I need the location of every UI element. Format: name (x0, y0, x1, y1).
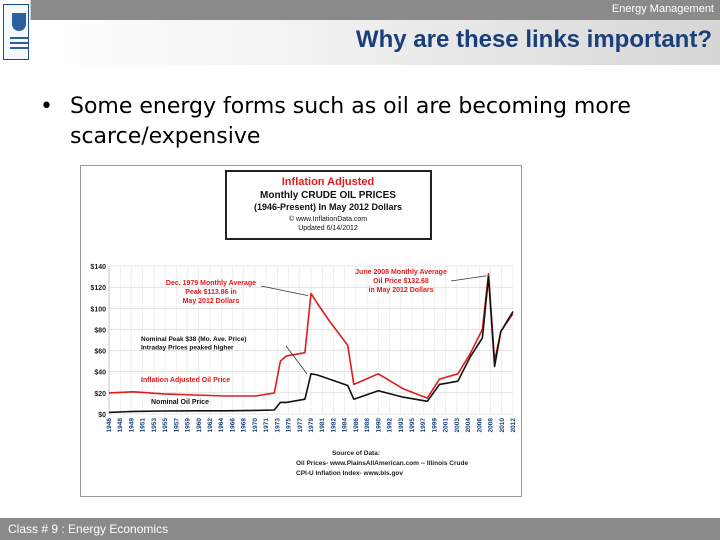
annotation-text: Peak $113.86 in (185, 289, 236, 296)
x-tick-label: 1959 (185, 418, 192, 433)
shield-icon (12, 13, 26, 31)
x-tick-label: 1977 (297, 418, 304, 433)
annotation-text: Nominal Oil Price (151, 399, 209, 406)
y-tick-label: $140 (90, 264, 106, 271)
x-tick-label: 1993 (398, 418, 405, 433)
footer-label: Class # 9 : Energy Economics (8, 522, 169, 536)
annotation-text: Dec. 1979 Monthly Average (166, 280, 256, 287)
y-axis-ticks: $0 $20 $40 $60 $80 $100 $120 $140 (90, 264, 106, 419)
y-tick-label: $120 (90, 285, 106, 292)
x-tick-label: 1966 (229, 418, 236, 433)
x-tick-label: 1951 (140, 418, 147, 433)
x-tick-label: 1982 (330, 418, 337, 433)
x-tick-label: 1960 (196, 418, 203, 433)
x-tick-label: 1946 (106, 418, 113, 433)
bullet-text: Some energy forms such as oil are becomi… (70, 94, 631, 149)
x-tick-label: 1964 (218, 418, 225, 433)
x-tick-label: 1999 (431, 418, 438, 433)
chart-title-line: (1946-Present) In May 2012 Dollars (254, 202, 402, 212)
chart-svg: Inflation Adjusted Monthly CRUDE OIL PRI… (90, 170, 517, 477)
logo-line (10, 42, 28, 44)
top-bar: Energy Management (0, 0, 720, 20)
logo-line (10, 37, 28, 39)
annotation-text: June 2008 Monthly Average (355, 269, 447, 276)
x-tick-label: 1955 (162, 418, 169, 433)
x-tick-label: 2008 (488, 418, 495, 433)
chart-title-line: Inflation Adjusted (282, 176, 374, 188)
x-tick-label: 2001 (443, 418, 450, 433)
x-tick-label: 1948 (117, 418, 124, 433)
x-tick-label: 1968 (241, 418, 248, 433)
annotation-text: Intraday Prices peaked higher (141, 345, 234, 352)
series-line (108, 275, 514, 414)
chart-annotations: Dec. 1979 Monthly Average Peak $113.86 in… (141, 269, 487, 406)
y-tick-label: $20 (94, 391, 106, 398)
x-tick-label: 1970 (252, 418, 259, 433)
x-tick-label: 2003 (454, 418, 461, 433)
annotation-text: Oil Price $132.68 (373, 278, 429, 285)
source-text: Oil Prices- www.PlainsAllAmerican.com --… (296, 460, 468, 467)
x-tick-label: 2012 (510, 418, 517, 433)
x-tick-label: 2010 (499, 418, 506, 433)
x-tick-label: 1962 (207, 418, 214, 433)
x-tick-label: 1979 (308, 418, 315, 433)
chart-title-line: Monthly CRUDE OIL PRICES (260, 190, 396, 201)
chart-grid (108, 265, 514, 415)
annotation-arrow (285, 345, 308, 375)
y-tick-label: $60 (94, 349, 106, 356)
slide-title: Why are these links important? (355, 26, 712, 53)
university-logo (0, 0, 31, 62)
source-text: CPI-U Inflation Index- www.bls.gov (296, 470, 403, 477)
x-tick-label: 1971 (263, 418, 270, 433)
annotation-text: Inflation Adjusted Oil Price (141, 377, 230, 384)
x-tick-label: 1973 (274, 418, 281, 433)
logo-line (10, 47, 28, 49)
x-tick-label: 2006 (476, 418, 483, 433)
x-tick-label: 1949 (128, 418, 135, 433)
chart-title-line: © www.InflationData.com (289, 215, 367, 223)
chart-series (108, 272, 514, 414)
annotation-text: Nominal Peak $38 (Mo. Ave. Price) (141, 336, 246, 343)
x-tick-label: 1988 (364, 418, 371, 433)
chart-title-box: Inflation Adjusted Monthly CRUDE OIL PRI… (225, 170, 432, 240)
series-line (108, 272, 514, 399)
bullet-icon: • (40, 94, 53, 119)
chart-source: Source of Data: Oil Prices- www.PlainsAll… (296, 450, 468, 477)
y-tick-label: $80 (94, 327, 106, 334)
y-tick-label: $100 (90, 306, 106, 313)
y-tick-label: $0 (98, 412, 106, 419)
source-text: Source of Data: (332, 450, 380, 457)
x-tick-label: 2004 (465, 418, 472, 433)
x-tick-label: 1953 (151, 418, 158, 433)
x-tick-label: 1997 (420, 418, 427, 433)
title-band (30, 20, 720, 65)
annotation-arrow (450, 275, 487, 282)
x-tick-label: 1957 (173, 418, 180, 433)
x-tick-label: 1984 (342, 418, 349, 433)
annotation-text: in May 2012 Dollars (369, 287, 434, 294)
annotation-arrow (260, 285, 309, 297)
x-tick-label: 1990 (375, 418, 382, 433)
annotation-text: May 2012 Dollars (183, 298, 240, 305)
x-tick-label: 1995 (409, 418, 416, 433)
x-tick-label: 1981 (319, 418, 326, 433)
chart-title-line: Updated 6/14/2012 (298, 225, 358, 232)
section-label: Energy Management (611, 3, 714, 15)
oil-price-chart: Inflation Adjusted Monthly CRUDE OIL PRI… (80, 165, 522, 497)
footer-bar: Class # 9 : Energy Economics (0, 518, 720, 540)
logo-frame (3, 4, 29, 60)
x-axis-ticks: 1946 1948 1949 1951 1953 1955 1957 1959 1960 1962… (106, 418, 517, 433)
y-tick-label: $40 (94, 370, 106, 377)
x-tick-label: 1975 (286, 418, 293, 433)
x-tick-label: 1986 (353, 418, 360, 433)
x-tick-label: 1992 (387, 418, 394, 433)
